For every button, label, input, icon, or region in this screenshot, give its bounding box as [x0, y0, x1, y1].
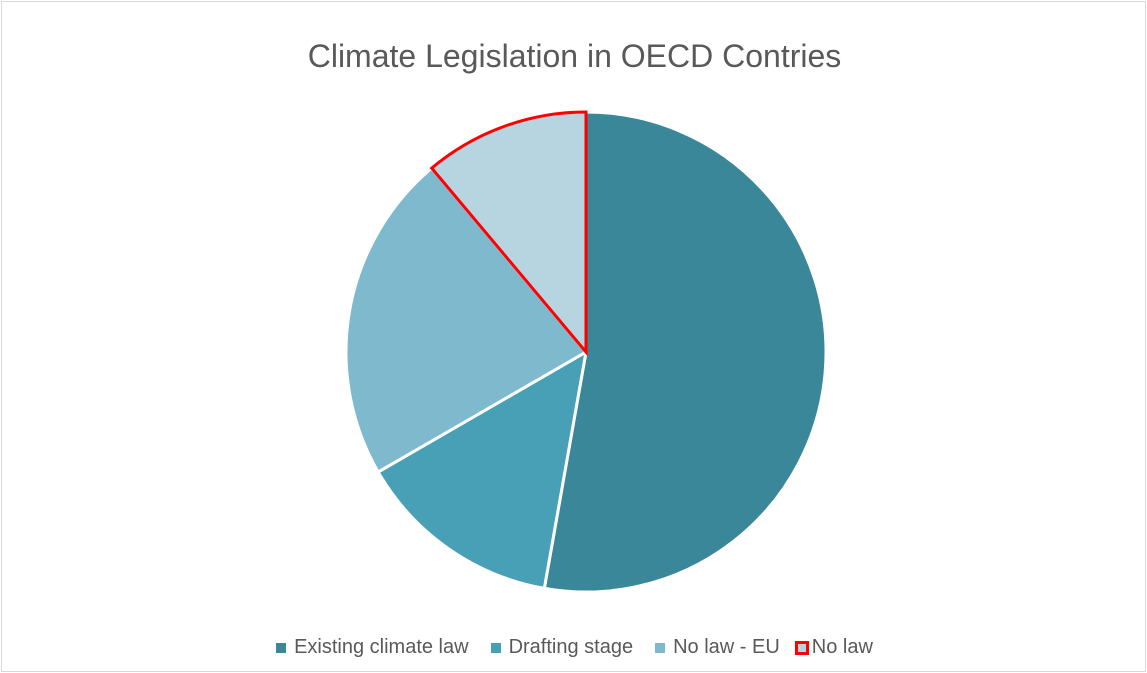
pie-slice-drafting-stage [376, 350, 588, 590]
pie-slice-no-law-eu [344, 166, 588, 474]
legend-item-existing-climate-law: Existing climate law [276, 636, 469, 659]
legend-swatch-no-law-eu [655, 642, 666, 653]
legend-label-existing-climate-law: Existing climate law [294, 636, 469, 658]
chart-title: Climate Legislation in OECD Contries [307, 38, 842, 74]
legend-swatch-no-law [794, 640, 809, 655]
pie-slice-existing-climate-law [542, 110, 828, 594]
chart-legend: Existing climate law Drafting stage No l… [2, 636, 1147, 659]
legend-label-drafting-stage: Drafting stage [508, 636, 634, 658]
legend-label-no-law-eu: No law - EU [673, 636, 780, 658]
legend-item-no-law-eu: No law - EU [655, 636, 780, 659]
legend-label-no-law: No law [811, 636, 873, 658]
legend-item-drafting-stage: Drafting stage [490, 636, 634, 659]
legend-swatch-drafting-stage [490, 642, 501, 653]
pie-slice-outline-no-law [429, 110, 588, 357]
legend-swatch-existing-climate-law [276, 642, 287, 653]
legend-item-no-law: No law [794, 636, 873, 659]
